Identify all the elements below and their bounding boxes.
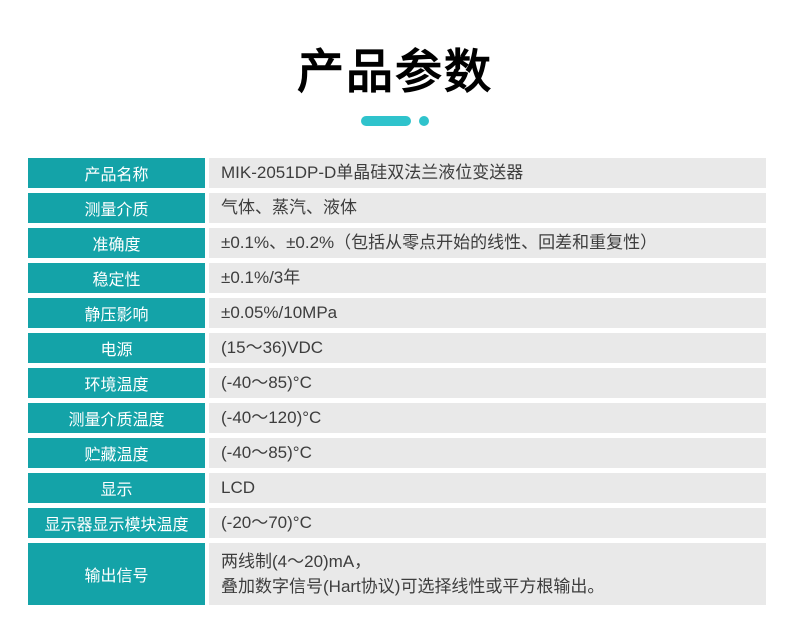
table-row: 稳定性 ±0.1%/3年 <box>28 263 766 293</box>
table-row: 准确度 ±0.1%、±0.2%（包括从零点开始的线性、回差和重复性） <box>28 228 766 258</box>
row-value: (-40～85)°C <box>209 438 766 468</box>
row-label: 稳定性 <box>28 263 205 293</box>
row-value: ±0.1%、±0.2%（包括从零点开始的线性、回差和重复性） <box>209 228 766 258</box>
spec-table: 产品名称 MIK-2051DP-D单晶硅双法兰液位变送器 测量介质 气体、蒸汽、… <box>28 158 766 605</box>
table-row: 贮藏温度 (-40～85)°C <box>28 438 766 468</box>
page-title: 产品参数 <box>297 45 493 98</box>
row-label: 产品名称 <box>28 158 205 188</box>
row-label: 测量介质温度 <box>28 403 205 433</box>
underline-dash-icon <box>361 116 411 126</box>
row-value: (-40～85)°C <box>209 368 766 398</box>
row-label: 显示器显示模块温度 <box>28 508 205 538</box>
row-label: 测量介质 <box>28 193 205 223</box>
table-row: 测量介质温度 (-40～120)°C <box>28 403 766 433</box>
row-label: 静压影响 <box>28 298 205 328</box>
row-label: 贮藏温度 <box>28 438 205 468</box>
row-label: 电源 <box>28 333 205 363</box>
table-row: 测量介质 气体、蒸汽、液体 <box>28 193 766 223</box>
table-row: 产品名称 MIK-2051DP-D单晶硅双法兰液位变送器 <box>28 158 766 188</box>
table-row: 静压影响 ±0.05%/10MPa <box>28 298 766 328</box>
table-row: 显示 LCD <box>28 473 766 503</box>
row-value: (-40～120)°C <box>209 403 766 433</box>
row-value: (15～36)VDC <box>209 333 766 363</box>
row-label: 显示 <box>28 473 205 503</box>
row-value: ±0.05%/10MPa <box>209 298 766 328</box>
row-value: MIK-2051DP-D单晶硅双法兰液位变送器 <box>209 158 766 188</box>
row-value: ±0.1%/3年 <box>209 263 766 293</box>
table-row: 电源 (15～36)VDC <box>28 333 766 363</box>
row-label: 输出信号 <box>28 543 205 605</box>
row-value: LCD <box>209 473 766 503</box>
row-value: 两线制(4～20)mA， 叠加数字信号(Hart协议)可选择线性或平方根输出。 <box>209 543 766 605</box>
row-value: 气体、蒸汽、液体 <box>209 193 766 223</box>
table-row: 显示器显示模块温度 (-20～70)°C <box>28 508 766 538</box>
table-row: 环境温度 (-40～85)°C <box>28 368 766 398</box>
title-underline <box>0 116 790 126</box>
table-row: 输出信号 两线制(4～20)mA， 叠加数字信号(Hart协议)可选择线性或平方… <box>28 543 766 605</box>
row-label: 环境温度 <box>28 368 205 398</box>
row-label: 准确度 <box>28 228 205 258</box>
underline-dot-icon <box>419 116 429 126</box>
row-value: (-20～70)°C <box>209 508 766 538</box>
